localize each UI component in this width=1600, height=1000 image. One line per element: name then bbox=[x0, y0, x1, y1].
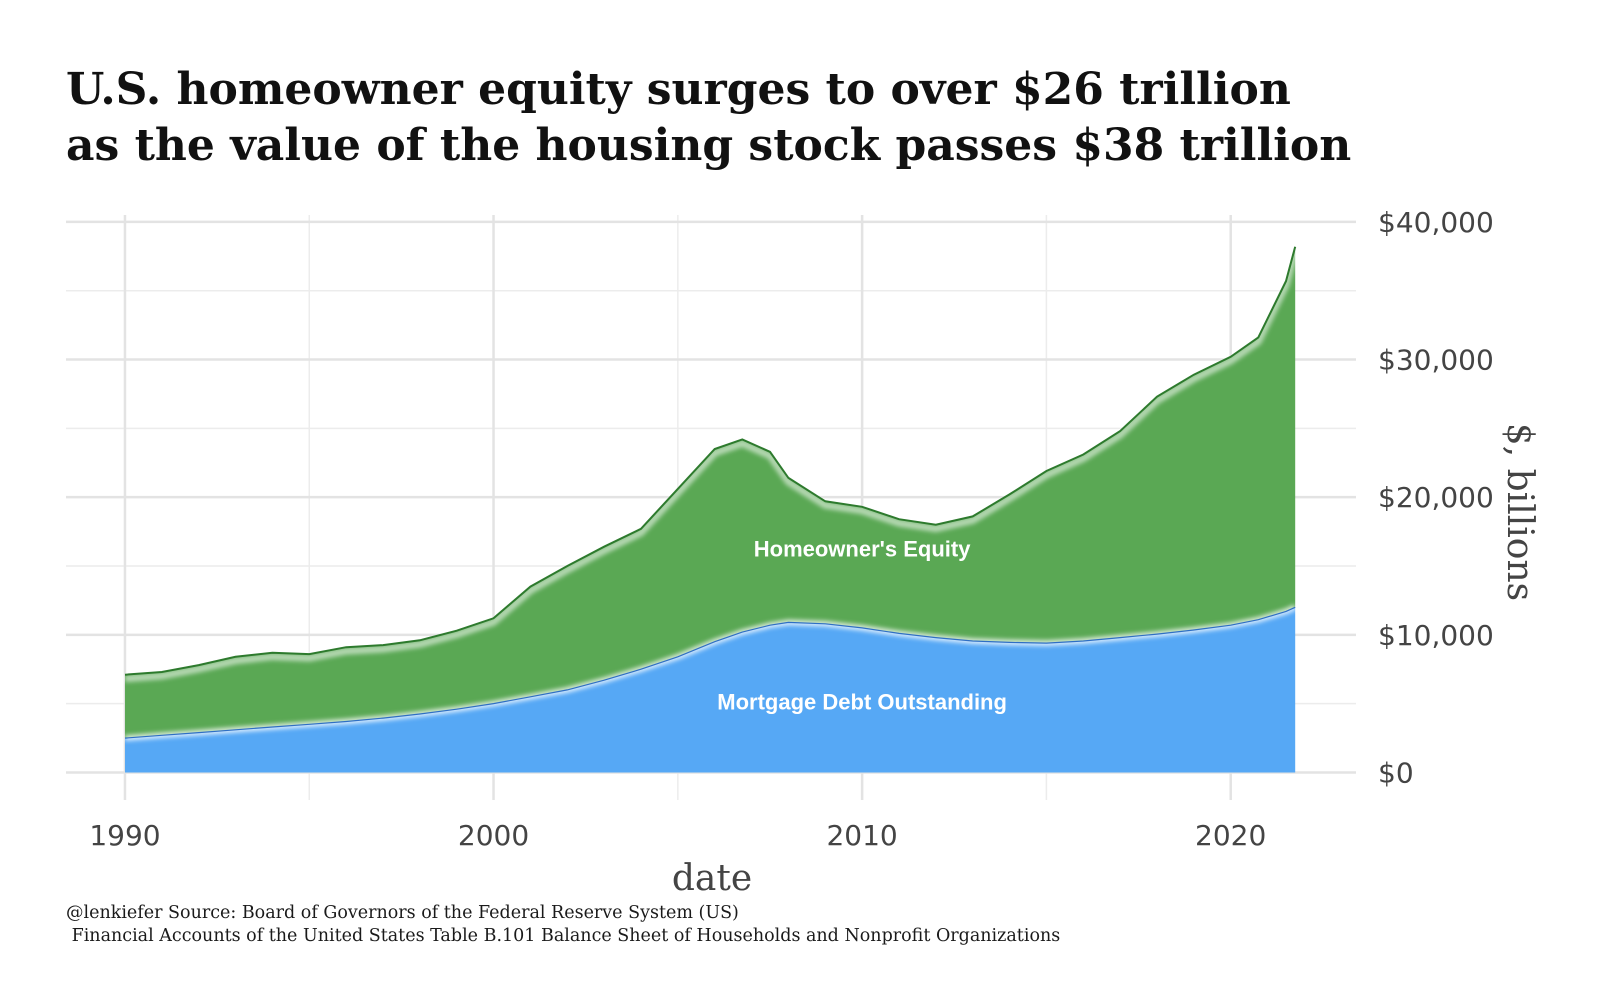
data-areas bbox=[124, 246, 1299, 773]
y-tick-label: $40,000 bbox=[1378, 206, 1494, 239]
area-labels: Homeowner's Equity Mortgage Debt Outstand… bbox=[717, 537, 1007, 715]
chart-title: U.S. homeowner equity surges to over $26… bbox=[66, 62, 1526, 174]
area-label: Mortgage Debt Outstanding bbox=[717, 689, 1007, 714]
x-axis-ticks: 1990 2000 2010 2020 bbox=[89, 819, 1266, 852]
y-axis-label: $, billions bbox=[1499, 423, 1540, 601]
x-tick-label: 2020 bbox=[1195, 819, 1266, 852]
y-tick-label: $0 bbox=[1378, 756, 1414, 789]
x-tick-label: 1990 bbox=[89, 819, 160, 852]
x-tick-label: 2000 bbox=[458, 819, 529, 852]
caption-line-2: Financial Accounts of the United States … bbox=[66, 926, 1061, 946]
equity-area bbox=[125, 246, 1296, 739]
equity-highlight bbox=[124, 249, 1299, 683]
total-value-line bbox=[124, 246, 1297, 676]
y-tick-label: $30,000 bbox=[1378, 344, 1494, 377]
debt-boundary-line bbox=[124, 606, 1296, 739]
title-line-1: U.S. homeowner equity surges to over $26… bbox=[66, 64, 1291, 115]
y-tick-label: $10,000 bbox=[1378, 619, 1494, 652]
x-tick-label: 2010 bbox=[826, 819, 897, 852]
x-axis-label: date bbox=[672, 858, 752, 899]
y-tick-label: $20,000 bbox=[1378, 481, 1494, 514]
area-label: Homeowner's Equity bbox=[754, 537, 971, 562]
title-line-2: as the value of the housing stock passes… bbox=[66, 120, 1352, 171]
y-axis-ticks: $0 $10,000 $20,000 $30,000 $40,000 bbox=[1378, 206, 1494, 790]
mortgage-debt-area bbox=[125, 607, 1296, 773]
source-caption: @lenkiefer Source: Board of Governors of… bbox=[66, 902, 1060, 948]
caption-line-1: @lenkiefer Source: Board of Governors of… bbox=[66, 903, 739, 923]
